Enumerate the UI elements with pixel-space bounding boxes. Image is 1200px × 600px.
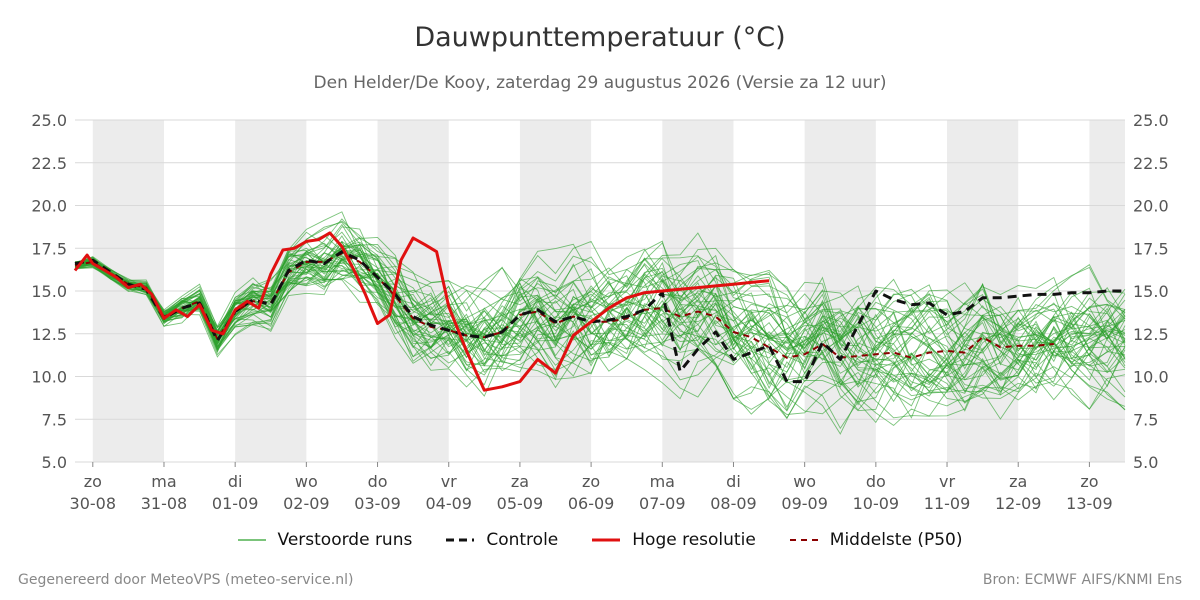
x-tick-day: zo [84,472,102,491]
legend-swatch-median [789,539,818,541]
x-tick-day: ma [650,472,675,491]
x-tick-date: 12-09 [995,494,1042,513]
ensemble-run-line [74,244,1126,386]
x-tick-day: za [1009,472,1027,491]
ensemble-run-line [74,247,1126,373]
ensemble-run-line [74,234,1126,403]
y-tick-label-right: 15.0 [1133,282,1169,301]
x-tick-day: di [726,472,741,491]
ensemble-run-line [74,242,1126,407]
x-tick-date: 10-09 [853,494,900,513]
x-tick-day: vr [939,472,955,491]
ensemble-run-line [74,264,1126,394]
y-tick-label-left: 7.5 [42,410,67,429]
x-tick-day: do [368,472,388,491]
ensemble-run-line [74,261,1126,410]
ensemble-run-line [74,211,1126,430]
series-lines [73,231,1125,392]
x-tick-day: zo [1080,472,1098,491]
y-tick-label-left: 22.5 [31,154,67,173]
x-tick-day: di [228,472,243,491]
y-tick-label-left: 15.0 [31,282,67,301]
x-tick-day: wo [793,472,816,491]
y-tick-label-right: 5.0 [1133,453,1158,472]
footer-source: Bron: ECMWF AIFS/KNMI Ens [982,572,1182,588]
legend-swatch-control [446,538,475,542]
ensemble-run-line [74,231,1126,394]
x-tick-date: 04-09 [425,494,472,513]
x-tick-date: 09-09 [781,494,828,513]
y-tick-label-right: 25.0 [1133,111,1169,130]
legend-label-high-res: Hoge resolutie [632,530,756,550]
legend-swatch-high-res [592,538,621,542]
legend-item-high-res: Hoge resolutie [592,530,756,550]
ensemble-run-line [74,218,1126,406]
y-tick-label-left: 20.0 [31,197,67,216]
x-tick-date: 07-09 [639,494,686,513]
x-tick-date: 11-09 [924,494,971,513]
ensemble-run-line [74,240,1126,397]
high-res-line [73,231,770,392]
legend-label-control: Controle [486,530,559,550]
footer-generated-by: Gegenereerd door MeteoVPS (meteo-service… [18,572,354,588]
legend-swatch-ensemble [237,539,266,541]
x-tick-date: 03-09 [354,494,401,513]
y-tick-label-left: 25.0 [31,111,67,130]
y-tick-label-right: 17.5 [1133,239,1169,258]
chart-subtitle: Den Helder/De Kooy, zaterdag 29 augustus… [313,73,887,93]
x-tick-date: 06-09 [568,494,615,513]
y-tick-label-left: 17.5 [31,239,67,258]
ensemble-run-line [74,250,1126,394]
x-tick-day: vr [441,472,457,491]
axes: 5.0 5.0 7.5 7.5 10.0 10.0 12.5 12.5 15.0 15.0 17.5… [31,111,1168,513]
legend-label-median: Middelste (P50) [829,530,963,550]
x-tick-date: 13-09 [1066,494,1113,513]
legend-item-ensemble: Verstoorde runs [237,530,413,550]
legend: Verstoorde runs Controle Hoge resolutie … [0,530,1200,550]
ensemble-run-line [74,236,1126,410]
x-tick-day: do [866,472,886,491]
x-tick-date: 01-09 [212,494,259,513]
legend-item-median: Middelste (P50) [789,530,963,550]
gridlines [75,119,1125,463]
y-tick-label-left: 12.5 [31,325,67,344]
ensemble-run-line [74,232,1126,354]
x-tick-date: 30-08 [70,494,117,513]
y-tick-label-right: 10.0 [1133,368,1169,387]
x-tick-day: za [511,472,529,491]
ensemble-run-line [74,259,1126,403]
x-tick-date: 05-09 [497,494,544,513]
legend-item-control: Controle [446,530,558,550]
legend-label-ensemble: Verstoorde runs [277,530,413,550]
x-tick-date: 31-08 [141,494,188,513]
x-tick-date: 02-09 [283,494,330,513]
y-tick-label-right: 7.5 [1133,410,1158,429]
chart-title: Dauwpunttemperatuur (°C) [414,22,786,53]
x-tick-date: 08-09 [710,494,757,513]
y-tick-label-left: 10.0 [31,368,67,387]
x-tick-day: wo [295,472,318,491]
x-tick-day: ma [151,472,176,491]
y-tick-label-left: 5.0 [42,453,67,472]
y-tick-label-right: 20.0 [1133,197,1169,216]
y-tick-label-right: 12.5 [1133,325,1169,344]
x-tick-day: zo [582,472,600,491]
ensemble-run-line [75,257,1126,360]
y-tick-label-right: 22.5 [1133,154,1169,173]
